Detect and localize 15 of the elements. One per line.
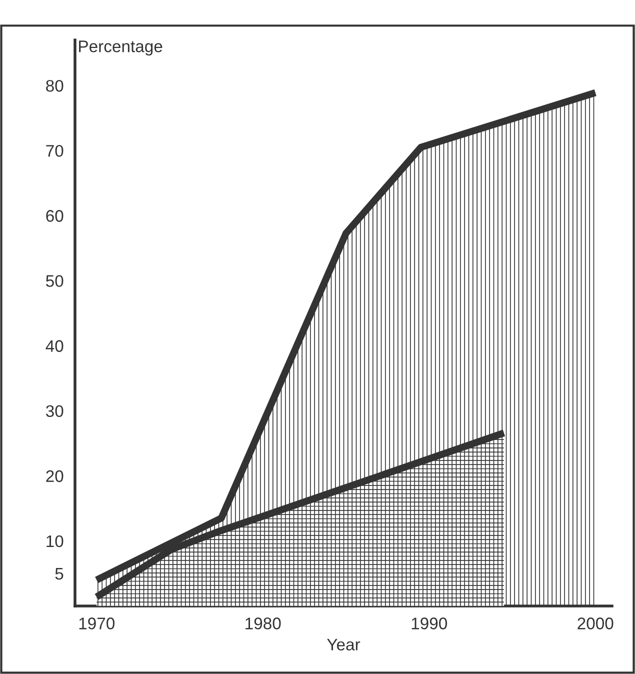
y-tick-label: 30: [46, 405, 64, 418]
x-tick-label: 1970: [79, 618, 114, 630]
y-tick-label: 60: [46, 210, 64, 222]
y-tick-label: 70: [46, 145, 64, 157]
y-tick-label: 50: [46, 275, 64, 287]
x-tick-label: 1990: [412, 618, 448, 630]
y-axis-title: Percentage: [79, 40, 162, 56]
y-tick-label: 80: [46, 80, 64, 92]
x-tick-label: 1980: [246, 618, 281, 630]
y-tick-label: 40: [46, 340, 64, 352]
y-tick-label: 5: [55, 568, 64, 580]
x-tick-label: 2000: [578, 618, 614, 630]
y-tick-label: 10: [46, 535, 64, 548]
y-tick-label: 20: [46, 470, 64, 482]
x-axis-title: Year: [327, 638, 360, 650]
